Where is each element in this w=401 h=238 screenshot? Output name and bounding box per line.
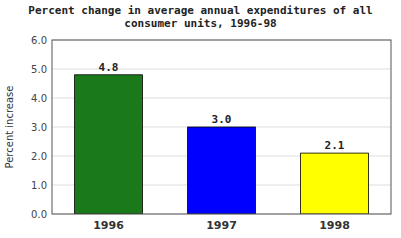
data-label: 3.0 (212, 113, 232, 126)
y-tick-label: 6.0 (31, 35, 47, 46)
y-tick-label: 2.0 (31, 151, 47, 162)
bar (301, 153, 369, 214)
bar (75, 75, 143, 214)
y-tick-label: 1.0 (31, 180, 47, 191)
chart: Percent change in average annual expendi… (0, 0, 401, 238)
x-tick-label: 1998 (319, 219, 350, 232)
bar (188, 127, 256, 214)
plot-frame (52, 40, 391, 214)
y-axis-label: Percent increase (4, 86, 15, 169)
y-tick-label: 3.0 (31, 122, 47, 133)
x-tick-label: 1997 (206, 219, 237, 232)
data-label: 4.8 (99, 61, 119, 74)
x-tick-label: 1996 (93, 219, 124, 232)
y-tick-label: 4.0 (31, 93, 47, 104)
y-tick-label: 0.0 (31, 209, 47, 220)
title-line: consumer units, 1996-98 (124, 17, 276, 30)
title: Percent change in average annual expendi… (28, 4, 372, 30)
data-label: 2.1 (325, 139, 345, 152)
bars (75, 75, 369, 214)
y-tick-label: 5.0 (31, 64, 47, 75)
title-line: Percent change in average annual expendi… (28, 4, 372, 17)
